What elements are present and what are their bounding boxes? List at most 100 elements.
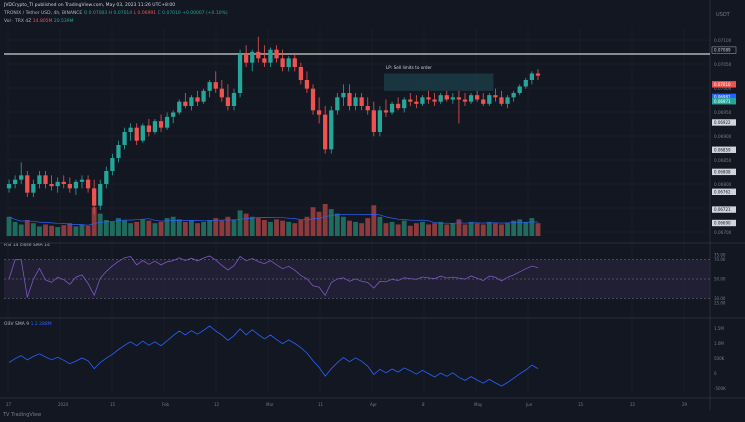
candle-body [12,179,18,184]
x-tick-label: 22 [630,402,636,407]
volume-bar [359,223,365,236]
obv-label: OBV SMA 9 1.2.288M [4,322,52,327]
x-tick-label: 15 [578,402,584,407]
candle-body [171,112,176,117]
candle-body [335,97,340,111]
candle-body [262,58,267,63]
volume-bar [103,220,109,236]
symbol-name: TRONIX / Tether USD, 4h, BINANCE [4,11,83,16]
volume-bar [432,223,438,236]
x-tick-label: 15 [110,402,116,407]
candle-body [244,54,249,63]
candle-body [140,125,145,141]
volume-bar [73,226,79,236]
candle-body [177,101,182,113]
price-tick-label: 0.06850 [714,158,732,163]
volume-bar [79,224,85,236]
x-tick-label: 29 [682,402,688,407]
volume-bar [420,221,425,236]
candle-body [268,49,273,63]
volume-bar [116,218,121,236]
tradingview-logo[interactable]: TV TradingView [3,412,42,418]
volume-bar [140,219,146,236]
x-tick-label: 2024 [58,402,69,407]
candle-body [353,97,358,106]
candle-body [365,106,370,111]
volume-bar [407,225,413,236]
obv-tick-label: 500K [714,356,725,361]
price-tag-bg [712,93,736,101]
order-annotation: LP: Sell limits to order [386,65,432,70]
volume-bar [444,224,450,236]
candle-body [529,73,535,80]
candle-body [432,99,437,102]
volume-bar [286,221,292,236]
volume-bar [322,204,328,236]
volume-bar [158,221,164,236]
candle-body [49,184,54,187]
price-tick-label: 0.07050 [714,62,732,67]
volume-bar [249,216,255,236]
volume-bar [97,213,103,236]
candle-body [426,97,431,100]
open-value: O 0.07003 [83,11,108,16]
volume-bar [85,225,91,236]
price-tag-bg [712,188,736,195]
candle-body [475,95,480,100]
price-tag: 0.06690 [714,221,731,226]
candle-body [298,67,303,80]
volume-bar [195,223,200,236]
candle-body [420,97,425,104]
price-tag: 0.06971 [714,99,731,104]
candle-body [274,49,279,59]
volume-bar [389,221,395,236]
candle-body [347,93,352,106]
candle-body [61,181,66,184]
volume-bar [18,224,24,236]
candle-body [456,97,462,100]
publish-meta: JVDCrypto_TI published on TradingView.co… [4,3,176,8]
volume-bar [237,210,243,236]
volume-bar [474,223,480,236]
price-tag-bg [711,46,737,54]
volume-bar [365,218,371,236]
volume-bar [170,216,176,236]
candle-body [450,97,455,100]
candle-body [402,99,407,109]
candle-body [323,114,328,150]
candle-body [92,188,97,206]
volume-bar [438,221,444,236]
candle-body [329,110,334,150]
obv-tick-label: -500K [714,386,726,391]
volume-bar [316,211,322,236]
volume-bar [268,221,273,236]
candle-body [164,116,170,128]
price-tag: 0.06859 [714,147,731,152]
rsi-tick-label: 70.00 [714,257,726,262]
x-tick-label: 12 [214,402,220,407]
candle-body [25,175,30,193]
rsi-tick-label: 25.00 [714,301,726,306]
obv-tick-label: 1.5M [714,326,724,331]
candle-body [219,88,224,98]
candle-body [19,175,24,180]
price-tag: 0.06981 [714,95,731,100]
price-tag-bg [712,219,736,227]
candle-body [462,99,468,102]
candle-body [487,95,492,104]
candle-body [213,82,218,89]
currency-label: USDT [716,12,730,18]
volume-bar [499,224,504,236]
candle-body [310,88,316,111]
volume-bar [426,224,431,236]
price-tag: 0.06721 [714,207,731,212]
volume-bar [401,220,407,236]
volume-bar [486,221,492,236]
volume-bar [243,213,249,236]
volume-bar [456,219,462,236]
volume-bar [67,223,73,236]
volume-bar [24,220,30,236]
obv-line [8,325,539,387]
candle-body [37,175,42,184]
